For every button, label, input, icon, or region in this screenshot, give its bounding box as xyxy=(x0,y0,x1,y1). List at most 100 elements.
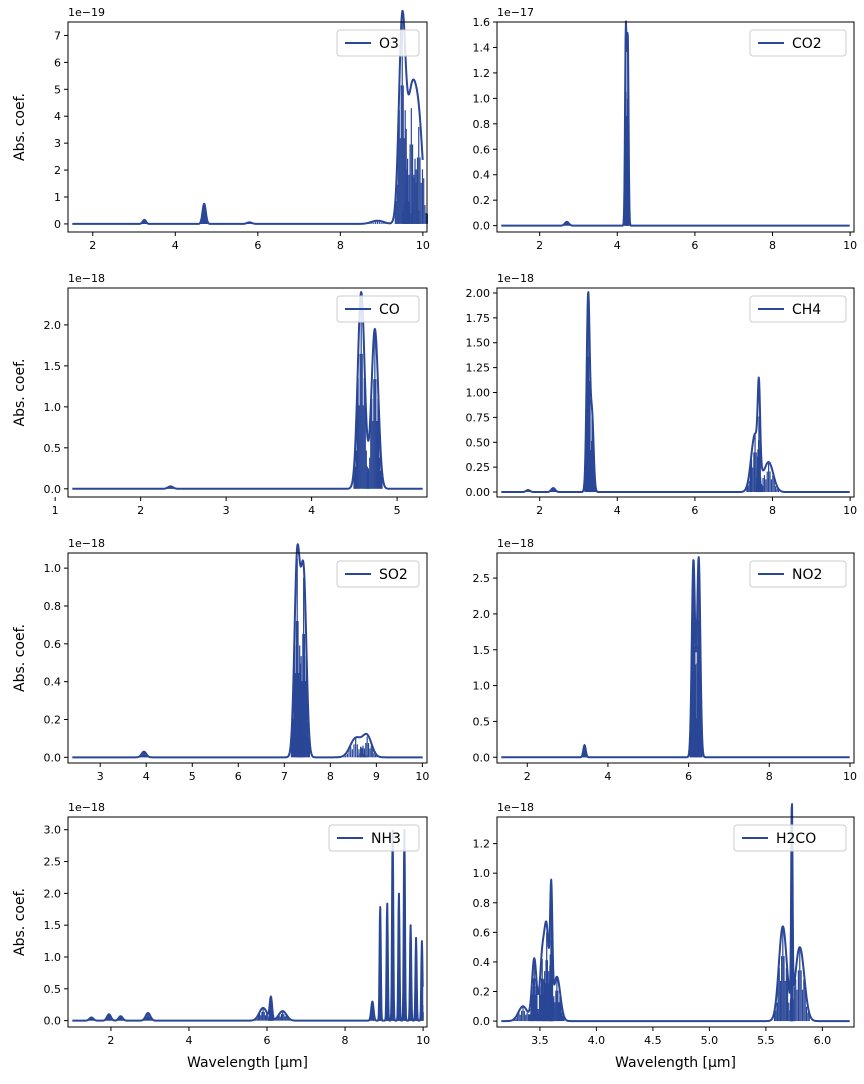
x-tick-label: 6 xyxy=(691,504,698,517)
x-tick-label: 6 xyxy=(264,1034,271,1047)
x-tick-label: 6 xyxy=(235,770,242,783)
legend-label: NH3 xyxy=(371,831,401,847)
x-tick-label: 5.0 xyxy=(701,1034,719,1047)
y-tick-label: 1.5 xyxy=(473,644,491,657)
offset-text: 1e−19 xyxy=(68,6,105,19)
y-tick-label: 1.4 xyxy=(473,41,491,54)
y-tick-label: 1.25 xyxy=(466,362,491,375)
y-tick-label: 0.25 xyxy=(466,461,491,474)
y-tick-label: 2.0 xyxy=(44,887,62,900)
axes-frame xyxy=(67,816,428,1028)
x-tick-label: 6.0 xyxy=(814,1034,832,1047)
y-tick-label: 0.8 xyxy=(473,118,491,131)
y-tick-label: 1.50 xyxy=(466,337,491,350)
x-tick-label: 4 xyxy=(308,504,315,517)
y-tick-label: 0.6 xyxy=(473,143,491,156)
legend-box xyxy=(749,560,847,588)
x-tick-label: 10 xyxy=(416,239,430,252)
y-tick-label: 0.2 xyxy=(44,713,62,726)
y-tick-label: 0.0 xyxy=(44,483,62,496)
legend-label: H2CO xyxy=(776,831,816,847)
y-tick-label: 1.5 xyxy=(44,360,62,373)
series-line xyxy=(71,291,424,490)
y-tick-label: 0.8 xyxy=(473,897,491,910)
panel-h2co: 3.5 4.0 4.5 5.0 5.5 6.0 0.0 0.2 0.4 0.6 0.8 1.0 1.2 1… xyxy=(473,801,855,1071)
x-tick-label: 2 xyxy=(524,770,531,783)
y-tick-label: 0.00 xyxy=(466,486,491,499)
axes-frame xyxy=(67,287,428,498)
x-tick-label: 10 xyxy=(843,770,857,783)
y-tick-label: 5 xyxy=(54,83,61,96)
legend: CO2 xyxy=(749,29,847,57)
panel-o3: 2 4 6 8 10 0 1 2 3 4 5 6 7 1e−19 Abs. coef. O3 xyxy=(12,6,430,252)
y-tick-label: 1.75 xyxy=(466,312,491,325)
y-tick-label: 0 xyxy=(54,218,61,231)
series-line xyxy=(71,543,424,759)
x-axis-label: Wavelength [µm] xyxy=(187,1055,308,1071)
x-tick-label: 3 xyxy=(223,504,230,517)
x-tick-label: 4 xyxy=(185,1034,192,1047)
x-tick-label: 2 xyxy=(89,239,96,252)
x-tick-label: 4 xyxy=(143,770,150,783)
y-tick-label: 0.75 xyxy=(466,411,491,424)
x-tick-label: 1 xyxy=(52,504,59,517)
axes-frame xyxy=(67,552,428,764)
series-line xyxy=(500,556,851,759)
y-axis-label: Abs. coef. xyxy=(12,93,28,161)
x-tick-label: 6 xyxy=(691,239,698,252)
legend-box xyxy=(749,295,847,323)
y-axis-label: Abs. coef. xyxy=(12,624,28,692)
y-tick-label: 0.5 xyxy=(44,442,62,455)
panel-nh3: 2 4 6 8 10 0.0 0.5 1.0 1.5 2.0 2.5 3.0 1e−18 Abs. coe… xyxy=(12,801,430,1071)
panel-co2: 2 4 6 8 10 0.0 0.2 0.4 0.6 0.8 1.0 1.2 1.4 1.6 1e−17 CO… xyxy=(473,6,858,252)
y-tick-label: 1.2 xyxy=(473,838,491,851)
y-tick-label: 0.2 xyxy=(473,194,491,207)
y-tick-label: 0.5 xyxy=(44,983,62,996)
y-tick-label: 1.0 xyxy=(44,951,62,964)
offset-text: 1e−18 xyxy=(68,801,105,814)
series-line xyxy=(71,828,424,1022)
legend: CH4 xyxy=(749,295,847,323)
x-tick-label: 5.5 xyxy=(757,1034,775,1047)
y-axis-label: Abs. coef. xyxy=(12,888,28,956)
y-tick-label: 0.5 xyxy=(473,715,491,728)
y-tick-label: 3 xyxy=(54,137,61,150)
y-tick-label: 2.0 xyxy=(44,319,62,332)
legend-box xyxy=(336,295,420,323)
x-tick-label: 2 xyxy=(536,504,543,517)
y-tick-label: 1.0 xyxy=(44,401,62,414)
y-tick-label: 2.0 xyxy=(473,608,491,621)
y-tick-label: 0.4 xyxy=(473,956,491,969)
x-tick-label: 10 xyxy=(843,504,857,517)
x-tick-label: 2 xyxy=(536,239,543,252)
x-tick-label: 9 xyxy=(373,770,380,783)
x-tick-label: 4.0 xyxy=(588,1034,606,1047)
y-tick-label: 2.00 xyxy=(466,287,491,300)
y-tick-label: 0.6 xyxy=(473,926,491,939)
x-tick-label: 5 xyxy=(189,770,196,783)
legend: SO2 xyxy=(336,560,420,588)
legend-label: SO2 xyxy=(379,567,408,583)
offset-text: 1e−18 xyxy=(68,272,105,285)
y-tick-label: 1.0 xyxy=(473,92,491,105)
y-tick-label: 0.0 xyxy=(473,220,491,233)
x-axis-label: Wavelength [µm] xyxy=(615,1055,736,1071)
x-tick-label: 8 xyxy=(337,239,344,252)
axes-frame xyxy=(496,552,855,764)
legend-label: NO2 xyxy=(792,567,822,583)
legend-box xyxy=(336,29,420,57)
x-tick-label: 8 xyxy=(342,1034,349,1047)
y-tick-label: 6 xyxy=(54,56,61,69)
y-tick-label: 2 xyxy=(54,164,61,177)
x-tick-label: 8 xyxy=(769,504,776,517)
y-tick-label: 0.2 xyxy=(473,986,491,999)
legend: CO xyxy=(336,295,420,323)
panel-co: 1 2 3 4 5 0.0 0.5 1.0 1.5 2.0 1e−18 Abs. coef. CO xyxy=(12,272,428,517)
legend-box xyxy=(328,824,420,852)
y-tick-label: 0.0 xyxy=(44,1015,62,1028)
x-tick-label: 2 xyxy=(107,1034,114,1047)
y-tick-label: 1.0 xyxy=(473,867,491,880)
legend: NH3 xyxy=(328,824,420,852)
x-tick-label: 10 xyxy=(415,770,429,783)
x-tick-label: 4 xyxy=(614,504,621,517)
